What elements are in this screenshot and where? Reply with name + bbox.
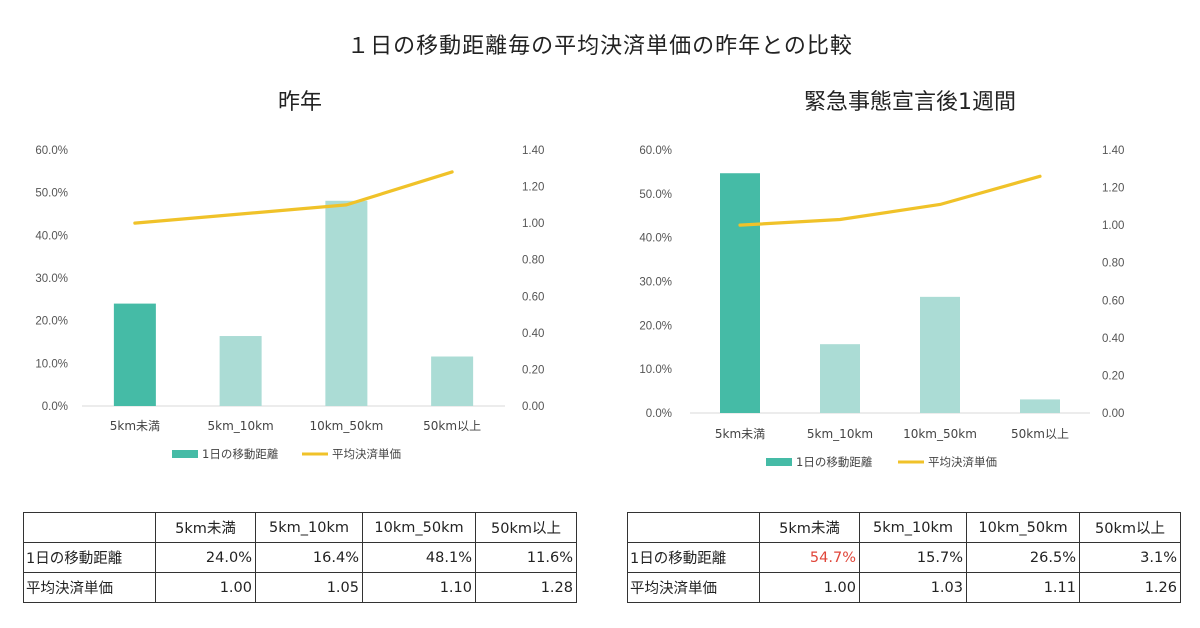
table-header-cell: 5km_10km	[255, 512, 363, 543]
left-axis-tick-label: 50.0%	[35, 188, 68, 200]
bar	[431, 356, 474, 406]
data-table-emergency: 5km未満 5km_10km 10km_50km 50km以上 1日の移動距離 …	[627, 512, 1181, 603]
table-cell: 1.10	[362, 572, 476, 603]
bar	[1020, 399, 1060, 413]
table-cell: 3.1%	[1079, 542, 1181, 573]
category-label: 10km_50km	[309, 419, 383, 433]
left-axis-tick-label: 40.0%	[35, 230, 68, 242]
table-cell: 26.5%	[966, 542, 1080, 573]
left-axis-tick-label: 40.0%	[639, 233, 672, 245]
table-cell: 1.05	[255, 572, 363, 603]
left-axis-tick-label: 50.0%	[639, 189, 672, 201]
row-label: 1日の移動距離	[627, 542, 760, 573]
category-label: 10km_50km	[903, 427, 977, 441]
table-cell: 1.00	[759, 572, 860, 603]
table-cell: 1.11	[966, 572, 1080, 603]
right-axis-tick-label: 1.40	[1102, 145, 1124, 157]
table-header-cell: 5km未満	[155, 512, 256, 543]
right-axis-tick-label: 1.00	[1102, 220, 1124, 232]
bar	[113, 303, 156, 406]
legend-line-label: 平均決済単価	[928, 455, 997, 469]
row-label: 平均決済単価	[627, 572, 760, 603]
category-label: 5km未満	[110, 419, 160, 433]
table-row: 平均決済単価 1.00 1.05 1.10 1.28	[23, 572, 577, 603]
table-header-cell: 10km_50km	[966, 512, 1080, 543]
left-axis-tick-label: 60.0%	[639, 145, 672, 157]
legend-bar-label: 1日の移動距離	[796, 455, 873, 469]
right-axis-tick-label: 1.00	[522, 218, 544, 230]
category-label: 5km_10km	[208, 419, 274, 433]
table-cell: 1.28	[475, 572, 577, 603]
right-axis-tick-label: 0.80	[522, 255, 544, 267]
left-axis-tick-label: 20.0%	[35, 316, 68, 328]
right-axis-tick-label: 0.20	[1102, 370, 1124, 382]
bar	[325, 200, 368, 406]
table-header-cell: 5km_10km	[859, 512, 967, 543]
legend-bar-label: 1日の移動距離	[202, 447, 279, 461]
left-axis-tick-label: 60.0%	[35, 145, 68, 157]
bar	[219, 336, 262, 406]
page-title: １日の移動距離毎の平均決済単価の昨年との比較	[347, 34, 853, 59]
right-axis-tick-label: 0.80	[1102, 258, 1124, 270]
right-axis-tick-label: 1.40	[522, 145, 544, 157]
data-table-last-year: 5km未満 5km_10km 10km_50km 50km以上 1日の移動距離 …	[23, 512, 577, 603]
right-axis-tick-label: 1.20	[522, 182, 544, 194]
left-axis-tick-label: 0.0%	[42, 401, 68, 413]
right-axis-tick-label: 0.60	[1102, 295, 1124, 307]
category-label: 50km以上	[1011, 427, 1069, 441]
table-row: 1日の移動距離 54.7% 15.7% 26.5% 3.1%	[627, 542, 1181, 573]
legend-bar-swatch	[172, 450, 198, 458]
row-label: 1日の移動距離	[23, 542, 156, 573]
chart-last-year: 0.0% 10.0% 20.0% 30.0% 40.0% 50.0% 60.0% 0.00 0.…	[35, 145, 544, 461]
table-cell: 1.26	[1079, 572, 1181, 603]
table-cell: 11.6%	[475, 542, 577, 573]
right-axis-tick-label: 0.40	[1102, 333, 1124, 345]
legend-line-label: 平均決済単価	[332, 447, 401, 461]
table-row: 1日の移動距離 24.0% 16.4% 48.1% 11.6%	[23, 542, 577, 573]
table-header-cell: 10km_50km	[362, 512, 476, 543]
category-label: 50km以上	[423, 419, 481, 433]
table-row: 平均決済単価 1.00 1.03 1.11 1.26	[627, 572, 1181, 603]
category-label: 5km未満	[715, 427, 765, 441]
line-series	[133, 170, 454, 225]
bar	[920, 296, 960, 413]
table-header-row: 5km未満 5km_10km 10km_50km 50km以上	[23, 512, 577, 543]
table-header-cell: 5km未満	[759, 512, 860, 543]
line-series	[738, 174, 1042, 227]
table-cell: 1.00	[155, 572, 256, 603]
table-cell-highlighted: 54.7%	[759, 542, 860, 573]
left-axis-tick-label: 30.0%	[639, 277, 672, 289]
left-axis-tick-label: 10.0%	[639, 364, 672, 376]
row-label: 平均決済単価	[23, 572, 156, 603]
legend-bar-swatch	[766, 458, 792, 466]
right-axis-tick-label: 0.00	[1102, 408, 1124, 420]
table-header-cell: 50km以上	[475, 512, 577, 543]
right-axis-tick-label: 1.20	[1102, 183, 1124, 195]
table-cell: 48.1%	[362, 542, 476, 573]
left-axis-tick-label: 30.0%	[35, 273, 68, 285]
right-axis-tick-label: 0.60	[522, 291, 544, 303]
right-axis-tick-label: 0.20	[522, 364, 544, 376]
table-cell: 1.03	[859, 572, 967, 603]
table-corner-cell	[627, 512, 760, 543]
bar	[720, 173, 760, 413]
right-axis-tick-label: 0.00	[522, 401, 544, 413]
chart-title-emergency: 緊急事態宣言後1週間	[804, 90, 1016, 115]
left-axis-tick-label: 20.0%	[639, 320, 672, 332]
left-axis-tick-label: 0.0%	[646, 408, 672, 420]
right-axis-tick-label: 0.40	[522, 328, 544, 340]
left-axis-tick-label: 10.0%	[35, 358, 68, 370]
chart-emergency: 0.0% 10.0% 20.0% 30.0% 40.0% 50.0% 60.0% 0.00 0.…	[639, 145, 1124, 469]
table-cell: 16.4%	[255, 542, 363, 573]
bar	[820, 344, 860, 413]
table-cell: 15.7%	[859, 542, 967, 573]
chart-title-last-year: 昨年	[277, 90, 322, 115]
table-header-row: 5km未満 5km_10km 10km_50km 50km以上	[627, 512, 1181, 543]
category-label: 5km_10km	[807, 427, 873, 441]
table-header-cell: 50km以上	[1079, 512, 1181, 543]
table-corner-cell	[23, 512, 156, 543]
table-cell: 24.0%	[155, 542, 256, 573]
